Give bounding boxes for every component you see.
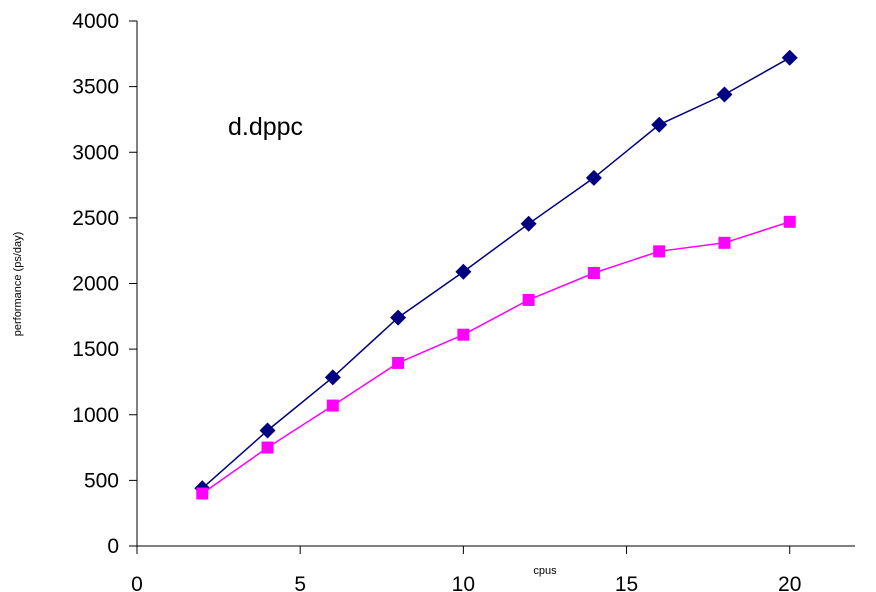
axes: 0 500 1000 1500 2000 2500 3000 3500 4000 0 5 10 15 2… — [72, 10, 855, 592]
series-2-line — [201, 221, 790, 495]
y-tick-label: 1000 — [72, 404, 119, 427]
y-tick-label: 500 — [84, 469, 119, 492]
x-tick-label: 10 — [452, 573, 475, 592]
series-1-line — [201, 57, 791, 489]
y-tick-label: 1500 — [72, 338, 119, 361]
x-tick-label: 15 — [615, 573, 638, 592]
y-tick-label: 3500 — [72, 76, 119, 99]
data-point — [716, 86, 733, 103]
data-point — [783, 215, 796, 228]
y-tick-label: 0 — [107, 535, 119, 558]
data-point — [326, 399, 339, 412]
x-ticks: 0 5 10 15 20 — [131, 546, 801, 592]
series-1 — [194, 49, 798, 497]
data-point — [455, 263, 472, 280]
series-layer — [194, 49, 798, 500]
data-point — [196, 487, 209, 500]
data-point — [522, 293, 535, 306]
y-axis-label: performance (ps/day) — [12, 232, 24, 337]
data-point — [261, 441, 274, 454]
x-tick-label: 20 — [778, 573, 801, 592]
x-tick-label: 5 — [294, 573, 306, 592]
y-tick-label: 4000 — [72, 10, 119, 33]
data-point — [392, 356, 405, 369]
data-point — [587, 267, 600, 279]
x-tick-label: 0 — [131, 573, 143, 592]
data-point — [651, 116, 668, 133]
data-point — [324, 369, 341, 386]
data-point — [457, 328, 470, 341]
data-point — [718, 236, 731, 249]
series-2 — [196, 215, 796, 500]
chart-annotation: d.dppc — [228, 113, 303, 141]
data-point — [653, 245, 666, 258]
data-point — [585, 169, 602, 186]
y-ticks: 0 500 1000 1500 2000 2500 3000 3500 4000 — [72, 10, 137, 558]
data-point — [259, 422, 276, 439]
y-tick-label: 3000 — [72, 141, 119, 164]
data-point — [390, 309, 407, 326]
y-tick-label: 2000 — [72, 273, 119, 296]
y-tick-label: 2500 — [72, 207, 119, 230]
data-point — [520, 215, 537, 232]
x-axis-label: cpus — [533, 565, 557, 577]
data-point — [781, 49, 798, 66]
